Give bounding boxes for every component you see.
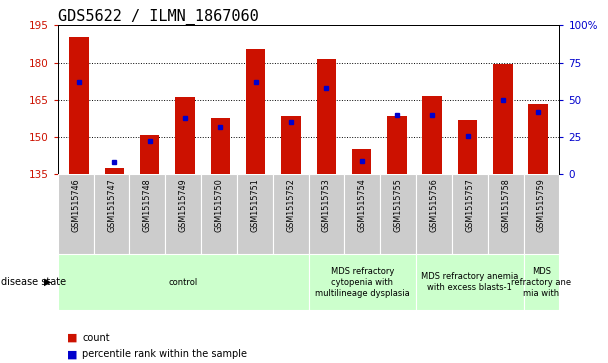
Bar (246, 49, 265, 174)
Bar (273, 174, 308, 254)
Bar (380, 174, 416, 254)
Bar (210, 118, 230, 174)
Bar (69, 37, 89, 174)
Bar (523, 254, 559, 310)
Text: ■: ■ (67, 349, 77, 359)
Text: GSM1515747: GSM1515747 (107, 178, 116, 232)
Bar (523, 174, 559, 254)
Bar (308, 254, 416, 310)
Bar (416, 174, 452, 254)
Text: ▶: ▶ (44, 277, 51, 287)
Bar (458, 120, 477, 174)
Text: GSM1515751: GSM1515751 (250, 178, 260, 232)
Bar (130, 174, 165, 254)
Text: GSM1515754: GSM1515754 (358, 178, 367, 232)
Bar (493, 64, 513, 174)
Text: control: control (168, 278, 198, 287)
Bar (308, 174, 344, 254)
Bar (281, 116, 300, 174)
Text: MDS
refractory ane
mia with: MDS refractory ane mia with (511, 267, 572, 298)
Bar (452, 174, 488, 254)
Text: count: count (82, 333, 109, 343)
Text: GSM1515756: GSM1515756 (429, 178, 438, 232)
Bar (105, 168, 124, 174)
Bar (237, 174, 273, 254)
Text: GSM1515757: GSM1515757 (465, 178, 474, 232)
Text: percentile rank within the sample: percentile rank within the sample (82, 349, 247, 359)
Text: disease state: disease state (1, 277, 66, 287)
Text: GSM1515746: GSM1515746 (71, 178, 80, 232)
Text: GSM1515753: GSM1515753 (322, 178, 331, 232)
Text: GSM1515758: GSM1515758 (501, 178, 510, 232)
Bar (165, 174, 201, 254)
Bar (317, 59, 336, 174)
Bar (344, 174, 380, 254)
Bar (58, 254, 308, 310)
Bar (528, 103, 548, 174)
Text: MDS refractory anemia
with excess blasts-1: MDS refractory anemia with excess blasts… (421, 272, 519, 292)
Bar (201, 174, 237, 254)
Text: GSM1515755: GSM1515755 (393, 178, 402, 232)
Text: GSM1515750: GSM1515750 (215, 178, 224, 232)
Text: GSM1515759: GSM1515759 (537, 178, 546, 232)
Bar (416, 254, 523, 310)
Text: GSM1515749: GSM1515749 (179, 178, 188, 232)
Bar (352, 150, 371, 174)
Bar (175, 97, 195, 174)
Bar (94, 174, 130, 254)
Bar (423, 96, 442, 174)
Text: ■: ■ (67, 333, 77, 343)
Bar (488, 174, 523, 254)
Text: GSM1515748: GSM1515748 (143, 178, 152, 232)
Text: GDS5622 / ILMN_1867060: GDS5622 / ILMN_1867060 (58, 9, 258, 25)
Text: GSM1515752: GSM1515752 (286, 178, 295, 232)
Bar (387, 116, 407, 174)
Text: MDS refractory
cytopenia with
multilineage dysplasia: MDS refractory cytopenia with multilinea… (315, 267, 410, 298)
Bar (58, 174, 94, 254)
Bar (140, 135, 159, 174)
